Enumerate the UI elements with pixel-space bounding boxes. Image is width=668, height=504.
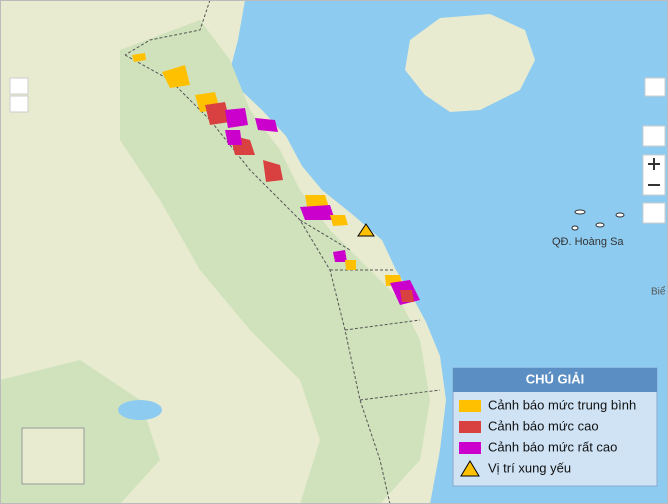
legend-title: CHÚ GIẢI [526, 371, 585, 386]
fullscreen-button[interactable] [9, 77, 29, 95]
legend-label: Vị trí xung yếu [488, 460, 571, 475]
island [405, 14, 535, 112]
weak-point-marker [357, 223, 375, 237]
legend-label: Cảnh báo mức trung bình [488, 397, 636, 412]
extent-button[interactable] [642, 202, 666, 224]
legend-swatch [459, 421, 481, 433]
legend-swatch [459, 442, 481, 454]
legend: CHÚ GIẢI Cảnh báo mức trung bình Cảnh báo… [452, 367, 658, 487]
expand-panel-button[interactable] [644, 77, 666, 97]
legend-swatch [459, 400, 481, 412]
archipelago-label: QĐ. Hoàng Sa [552, 236, 624, 248]
minimap[interactable] [21, 427, 85, 485]
small-islands [571, 209, 625, 231]
legend-label: Cảnh báo mức rất cao [488, 439, 617, 454]
admin-borders [124, 0, 441, 504]
warning-areas [132, 53, 420, 305]
collapse-button[interactable] [9, 95, 29, 113]
forest [120, 20, 430, 504]
legend-label: Cảnh báo mức cao [488, 418, 599, 433]
lake [118, 400, 162, 420]
print-button[interactable] [642, 125, 666, 147]
legend-icon [460, 460, 480, 477]
edge-label: Biể [651, 286, 666, 298]
